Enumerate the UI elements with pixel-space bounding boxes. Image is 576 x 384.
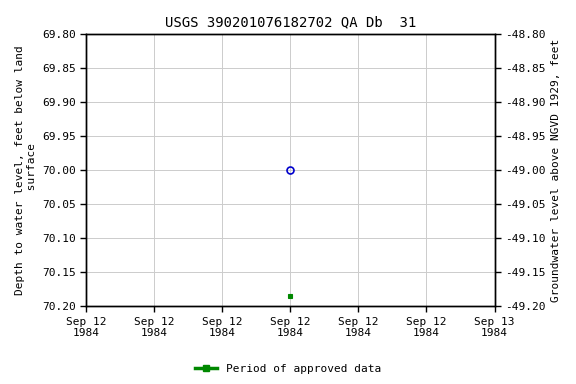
Legend: Period of approved data: Period of approved data bbox=[191, 359, 385, 379]
Y-axis label: Groundwater level above NGVD 1929, feet: Groundwater level above NGVD 1929, feet bbox=[551, 39, 561, 302]
Title: USGS 390201076182702 QA Db  31: USGS 390201076182702 QA Db 31 bbox=[165, 15, 416, 29]
Y-axis label: Depth to water level, feet below land
 surface: Depth to water level, feet below land su… bbox=[15, 45, 37, 295]
